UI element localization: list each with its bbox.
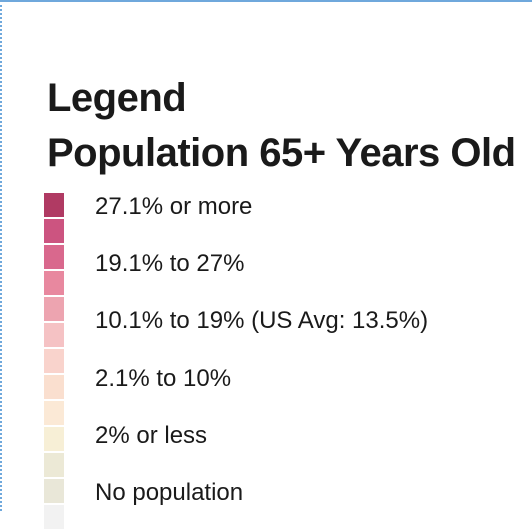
- legend-item-label: No population: [95, 479, 244, 506]
- legend-swatch: [44, 323, 64, 347]
- legend-swatch: [44, 401, 64, 425]
- legend-item-label: 2.1% to 10%: [95, 365, 232, 392]
- legend-swatch: [44, 453, 64, 477]
- legend-item-label: 27.1% or more: [95, 193, 253, 220]
- legend-swatch: [44, 479, 64, 503]
- legend-swatch: [44, 271, 64, 295]
- legend-swatch: [44, 349, 64, 373]
- legend-swatch: [44, 427, 64, 451]
- legend-swatch: [44, 219, 64, 243]
- legend-swatch: [44, 245, 64, 269]
- legend-item-label: 19.1% to 27%: [95, 250, 245, 277]
- legend-subtitle: Population 65+ Years Old: [47, 131, 516, 175]
- legend-color-ramp: [44, 193, 64, 531]
- legend-item-label: 2% or less: [95, 422, 208, 449]
- legend-title: Legend: [47, 76, 187, 120]
- legend-swatch: [44, 375, 64, 399]
- legend-swatch: [44, 193, 64, 217]
- legend-swatch: [44, 505, 64, 529]
- legend-item-label: 10.1% to 19% (US Avg: 13.5%): [95, 307, 429, 334]
- legend-swatch: [44, 297, 64, 321]
